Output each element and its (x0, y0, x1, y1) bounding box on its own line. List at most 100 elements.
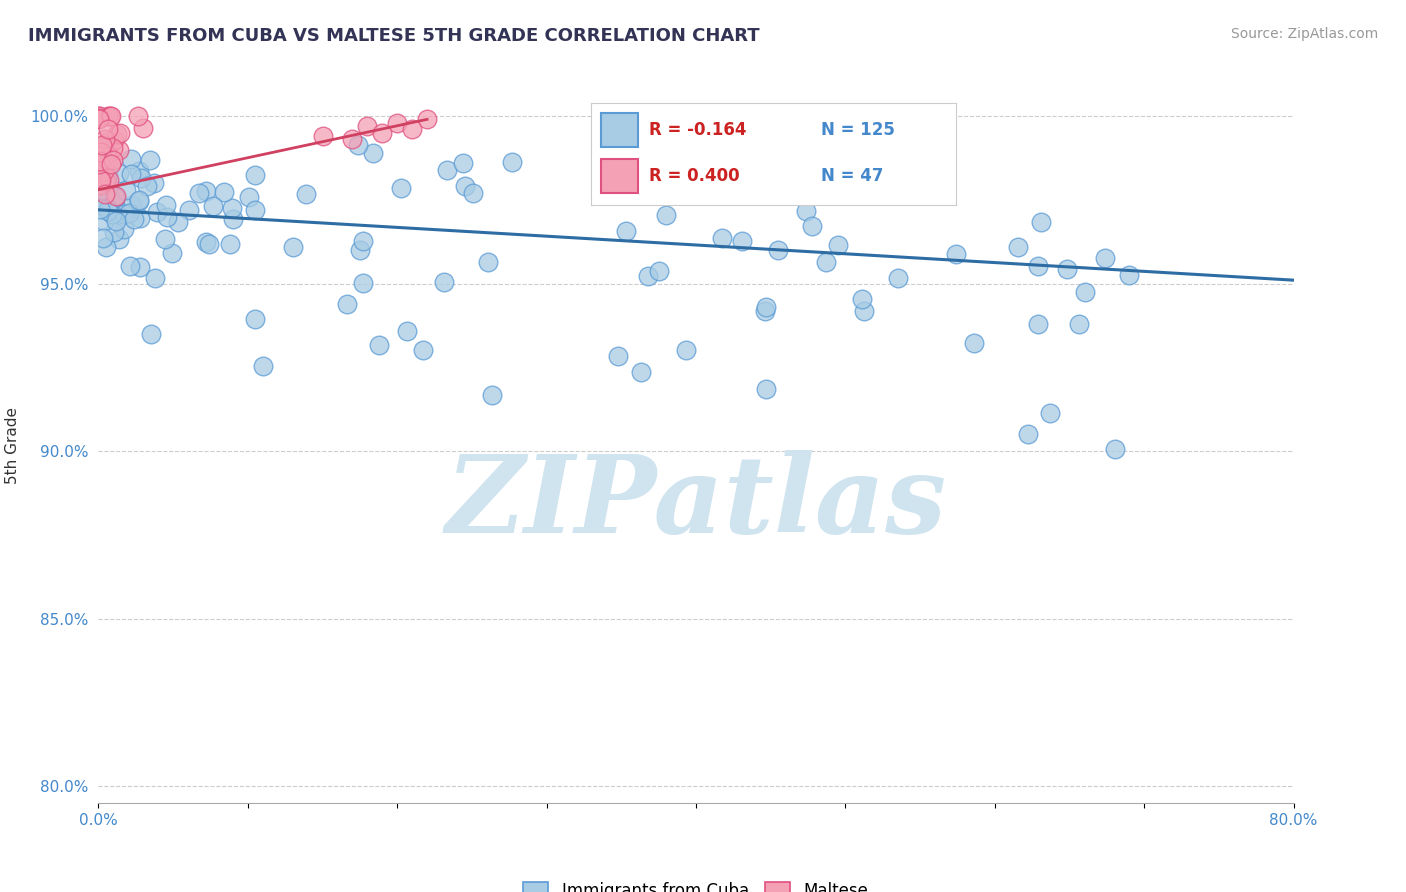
Point (454, 178, 477, 193)
Point (97, 183, 120, 197)
Point (103, 225, 125, 239)
Point (782, 188, 804, 202)
Point (108, 143, 131, 157)
Text: N = 47: N = 47 (821, 167, 883, 185)
Text: Source: ZipAtlas.com: Source: ZipAtlas.com (1230, 27, 1378, 41)
Point (128, 211, 150, 225)
Point (89, 202, 111, 216)
Point (100, 157, 122, 171)
Point (156, 210, 179, 224)
Point (93, 132, 115, 146)
Point (177, 203, 200, 218)
Point (648, 263, 671, 277)
Point (104, 190, 127, 204)
Point (198, 236, 221, 251)
Point (120, 259, 142, 273)
Point (342, 132, 364, 146)
Point (104, 199, 127, 213)
Point (105, 128, 128, 142)
Point (112, 222, 135, 236)
Point (120, 152, 142, 166)
Text: R = 0.400: R = 0.400 (650, 167, 740, 185)
Point (98, 109, 121, 123)
Point (120, 167, 142, 181)
Point (142, 177, 165, 191)
Point (89, 173, 111, 187)
Point (395, 324, 418, 338)
Point (294, 187, 316, 202)
Point (851, 293, 873, 307)
Point (731, 234, 754, 248)
Point (87, 145, 110, 160)
Point (1074, 285, 1097, 300)
Point (101, 207, 124, 221)
Point (146, 205, 169, 219)
Point (114, 183, 136, 197)
Point (371, 126, 394, 140)
Point (89, 153, 111, 168)
Point (195, 184, 218, 198)
Point (451, 155, 474, 169)
Point (100, 109, 122, 123)
Point (755, 382, 778, 396)
Point (352, 276, 374, 290)
Point (1094, 252, 1116, 266)
Point (675, 343, 697, 357)
Point (89, 112, 111, 127)
Point (91, 183, 114, 197)
Point (96, 170, 118, 185)
Point (188, 186, 211, 200)
Point (87, 148, 110, 162)
Point (121, 198, 143, 212)
Point (1017, 427, 1039, 442)
Point (800, 219, 823, 233)
Point (361, 146, 384, 161)
Point (1104, 442, 1126, 457)
Point (91, 139, 114, 153)
Point (94, 186, 117, 201)
Point (1031, 215, 1053, 229)
Point (614, 224, 637, 238)
Point (349, 244, 371, 258)
Point (481, 388, 503, 402)
Point (94, 184, 117, 198)
Point (754, 304, 776, 318)
Point (155, 198, 177, 212)
Point (145, 270, 167, 285)
Point (136, 179, 159, 194)
Point (1038, 406, 1060, 420)
Point (108, 166, 131, 180)
Point (96, 145, 118, 159)
Point (814, 255, 837, 269)
Point (97, 121, 120, 136)
Point (243, 311, 266, 326)
Point (128, 164, 150, 178)
Text: R = -0.164: R = -0.164 (650, 120, 747, 139)
Point (336, 297, 359, 311)
Point (118, 206, 141, 220)
Point (96, 147, 118, 161)
Y-axis label: 5th Grade: 5th Grade (4, 408, 20, 484)
Point (201, 199, 224, 213)
Point (93, 214, 115, 228)
Point (238, 190, 260, 204)
Point (368, 338, 391, 352)
Point (94, 240, 117, 254)
Text: N = 125: N = 125 (821, 120, 894, 139)
Point (219, 236, 242, 251)
Point (104, 189, 127, 203)
Point (245, 168, 267, 182)
Text: ZIPatlas: ZIPatlas (446, 450, 946, 556)
Point (887, 271, 910, 285)
Point (96, 184, 118, 198)
Point (963, 336, 986, 351)
Point (852, 304, 875, 318)
Point (945, 246, 967, 260)
Point (167, 215, 190, 229)
Point (87, 157, 110, 171)
Point (104, 205, 127, 219)
Point (108, 127, 131, 141)
Point (221, 201, 243, 215)
Point (105, 214, 128, 228)
Point (252, 359, 274, 374)
